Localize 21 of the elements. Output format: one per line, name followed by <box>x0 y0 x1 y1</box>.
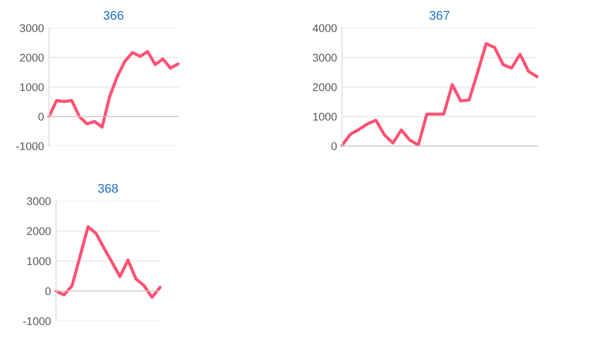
y-tick-label: 1000 <box>20 83 44 92</box>
y-tick-label: -1000 <box>16 142 44 150</box>
y-tick-label: -1000 <box>23 317 51 326</box>
y-tick-label: 1000 <box>27 257 51 266</box>
chart-title: 367 <box>430 10 450 20</box>
y-tick-label: 0 <box>45 287 51 296</box>
chart-title: 368 <box>98 184 118 193</box>
y-tick-label: 2000 <box>20 54 44 62</box>
y-tick-label: 4000 <box>312 24 337 32</box>
y-tick-label: 0 <box>331 142 337 150</box>
y-tick-label: 3000 <box>312 54 337 62</box>
y-tick-label: 0 <box>38 112 44 121</box>
y-tick-label: 1000 <box>313 112 337 121</box>
line-series <box>340 42 539 147</box>
line-series <box>54 225 162 299</box>
y-tick-label: 3000 <box>20 24 44 32</box>
chart-title: 366 <box>104 10 124 20</box>
line-series <box>47 50 180 129</box>
y-tick-label: 2000 <box>312 83 337 92</box>
y-tick-label: 3000 <box>26 197 51 206</box>
y-tick-label: 2000 <box>26 227 51 236</box>
